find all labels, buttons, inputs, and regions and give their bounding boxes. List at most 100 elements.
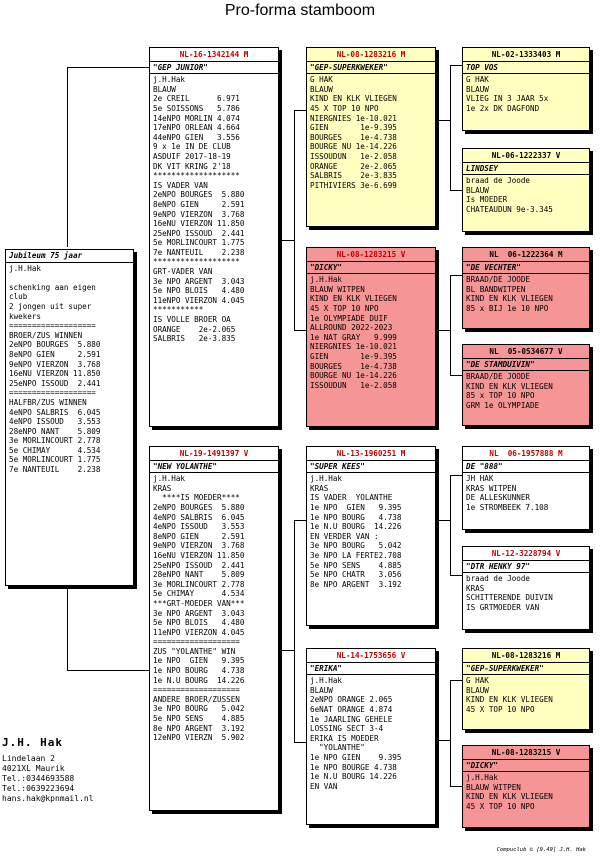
- detail-line: BOURGES 1e-4.738: [310, 132, 397, 142]
- connector-line: [450, 680, 462, 681]
- fmm-card: NL 05-0534677 V "DE STAMDUIVIN" BRAAD/DE J…: [462, 344, 590, 426]
- detail-line: IS GRTMOEDER VAN: [466, 602, 540, 612]
- detail-line: 5e MORLINCOURT 1.775: [9, 455, 101, 465]
- detail-line: KIND EN KLK VLIEGEN: [466, 294, 553, 304]
- detail-line: 2 jongen uit super: [9, 301, 92, 311]
- detail-line: 16eNU VIERZON 11.850: [153, 550, 245, 560]
- ring-number: NL 06-1222364 M: [463, 248, 589, 262]
- detail-line: ===================: [9, 388, 96, 398]
- detail-line: 85 x TOP 10 NPO: [466, 391, 535, 401]
- detail-line: schenking aan eigen: [9, 282, 96, 292]
- pigeon-name: "DTR HENKY 97": [463, 561, 589, 574]
- detail-line: 3e NPO LA FERTE2.708: [310, 550, 402, 560]
- detail-line: 8e NPO ARGENT 3.192: [310, 579, 402, 589]
- detail-line: ORANGE 2e-2.065: [310, 161, 397, 171]
- detail-line: club: [9, 292, 28, 302]
- connector-line: [294, 520, 295, 742]
- pigeon-details: BRAAD/DE JOODE BL BANDWITPEN KIND EN KLK V…: [463, 274, 589, 314]
- page-title: Pro-forma stamboom: [224, 2, 376, 19]
- detail-line: j.H.Hak: [310, 676, 343, 686]
- connector-line: [450, 475, 451, 576]
- pigeon-details: braad de Joode BLAUW Is MOEDER CHATEAUDUN 9…: [463, 175, 589, 215]
- detail-line: G HAK: [466, 676, 489, 686]
- detail-line: BLAUW: [153, 84, 176, 94]
- connector-line: [450, 375, 462, 376]
- pigeon-details: G HAK BLAUW KIND EN KLK VLIEGEN 45 X TOP 10…: [463, 675, 589, 715]
- detail-line: 2e CREIL 6.971: [153, 94, 240, 104]
- pigeon-name: "GEP-SUPERKWEKER": [307, 62, 435, 75]
- ring-number: NL-08-1283216 M: [463, 649, 589, 663]
- detail-line: 1e NPO GIEN 9.395: [153, 656, 245, 666]
- detail-line: 16eNU VIERZON 11.850: [153, 219, 245, 229]
- detail-line: HALFBR/ZUS WINNEN: [9, 397, 87, 407]
- pigeon-name: "DICKY": [463, 760, 589, 773]
- mf-card: NL-13-1960251 M "SUPER KEES" j.H.Hak KRAS IS…: [306, 446, 436, 626]
- pigeon-details: j.H.Hak BLAUW WITPEN KIND EN KLK VLIEGEN 45…: [463, 772, 589, 812]
- detail-line: braad de Joode: [466, 176, 531, 186]
- connector-line: [450, 65, 451, 191]
- detail-line: 14eNPO MORLIN 4.074: [153, 113, 240, 123]
- detail-line: 1e NPO GIEN 9.395: [310, 502, 402, 512]
- detail-line: 25eNPO ISSOUD 2.441: [153, 228, 245, 238]
- detail-line: j.H.Hak: [466, 773, 499, 783]
- mm-card: NL-14-1753656 V "ERIKA" j.H.Hak BLAUW 2eNPO …: [306, 648, 436, 825]
- detail-line: 25eNPO ISSOUD 2.441: [153, 560, 245, 570]
- detail-line: 3e NPO BOURG 5.042: [310, 541, 402, 551]
- pigeon-details: G HAK BLAUW KIND EN KLK VLIEGEN 45 X TOP 10…: [307, 74, 435, 191]
- detail-line: 9 x 1e IN DE CLUB: [153, 142, 231, 152]
- detail-line: 5e CHIMAY 4.534: [9, 445, 101, 455]
- connector-line: [294, 110, 306, 111]
- connector-line: [450, 190, 462, 191]
- mmm-card: NL-08-1283215 V "DICKY" j.H.Hak BLAUW WITPE…: [462, 745, 590, 828]
- owner-city: 4021XL Maurik: [2, 764, 65, 773]
- ring-number: NL 06-1957888 M: [463, 447, 589, 461]
- detail-line: 8eNPO GIEN 2.591: [153, 531, 245, 541]
- detail-line: ERIKA IS MOEDER: [310, 733, 379, 743]
- detail-line: KRAS: [153, 483, 172, 493]
- detail-line: KIND EN KLK VLIEGEN: [310, 94, 397, 104]
- pigeon-details: G HAK BLAUW VLIEG IN 3 JAAR 5x 1e 2x DK DAG…: [463, 74, 589, 114]
- pigeon-details: j.H.Hak BLAUW 2eNPO ORANGE 2.065 6eNAT ORAN…: [307, 675, 435, 792]
- detail-line: 9eNPO VIERZON 3.768: [153, 541, 245, 551]
- detail-line: VLIEG IN 3 JAAR 5x: [466, 94, 549, 104]
- detail-line: 2eNPO BOURGES 5.880: [9, 340, 101, 350]
- connector-line: [437, 330, 450, 331]
- connector-line: [450, 65, 462, 66]
- detail-line: ***GRT-MOEDER VAN***: [153, 598, 245, 608]
- detail-line: 5e CHIMAY 4.534: [153, 589, 245, 599]
- detail-line: 5e SOISSONS 5.786: [153, 103, 240, 113]
- connector-line: [450, 275, 451, 376]
- detail-line: ZUS "YOLANTHE" WIN: [153, 646, 236, 656]
- pigeon-name: "GEP JUNIOR": [150, 62, 278, 75]
- detail-line: GIEN 1e-9.395: [310, 351, 397, 361]
- detail-line: IS VADER VAN: [153, 180, 208, 190]
- detail-line: ORANGE 2e-2.065: [153, 324, 236, 334]
- connector-line: [280, 650, 294, 651]
- detail-line: 9eNPO VIERZON 3.768: [9, 359, 101, 369]
- detail-line: ANDERE BROER/ZUSSEN: [153, 694, 240, 704]
- detail-line: ALLROUND 2022-2023: [310, 323, 393, 333]
- detail-line: Is MOEDER: [466, 195, 508, 205]
- detail-line: 4eNPO SALBRIS 6.045: [153, 512, 245, 522]
- connector-line: [437, 520, 450, 521]
- detail-line: 3e NPO ARGENT 3.043: [153, 276, 245, 286]
- detail-line: DK VIT KRING 2'18: [153, 161, 231, 171]
- detail-line: KRAS: [466, 583, 485, 593]
- detail-line: 6eNAT ORANGE 4.874: [310, 704, 393, 714]
- detail-line: 5e NPO BLOIS 4.480: [153, 286, 245, 296]
- jubileum-card: Jubileum 75 jaar j.H.Hak schenking aan eig…: [5, 249, 134, 586]
- ring-number: NL-19-1491397 V: [150, 447, 278, 461]
- pigeon-name: Jubileum 75 jaar: [6, 250, 133, 263]
- detail-line: 1e NAT GRAY 9.999: [310, 332, 397, 342]
- connector-line: [450, 786, 462, 787]
- mff-card: NL 06-1957888 M DE "888" JH HAK KRAS WITPEN…: [462, 446, 590, 530]
- ring-number: NL-06-1222337 V: [463, 149, 589, 163]
- owner-phone: Tel.:0344693588: [2, 774, 75, 783]
- detail-line: 1e NPO BOURGE 4.738: [310, 762, 397, 772]
- ring-number: NL-08-1283215 V: [307, 248, 435, 262]
- detail-line: 1e JAARLING GEHELE: [310, 714, 393, 724]
- detail-line: 3e MORLINCOURT 2.778: [9, 436, 101, 446]
- detail-line: 1e 2x DK DAGFOND: [466, 103, 540, 113]
- detail-line: LOSSING SECT 3-4: [310, 724, 384, 734]
- detail-line: j.H.Hak: [153, 75, 186, 85]
